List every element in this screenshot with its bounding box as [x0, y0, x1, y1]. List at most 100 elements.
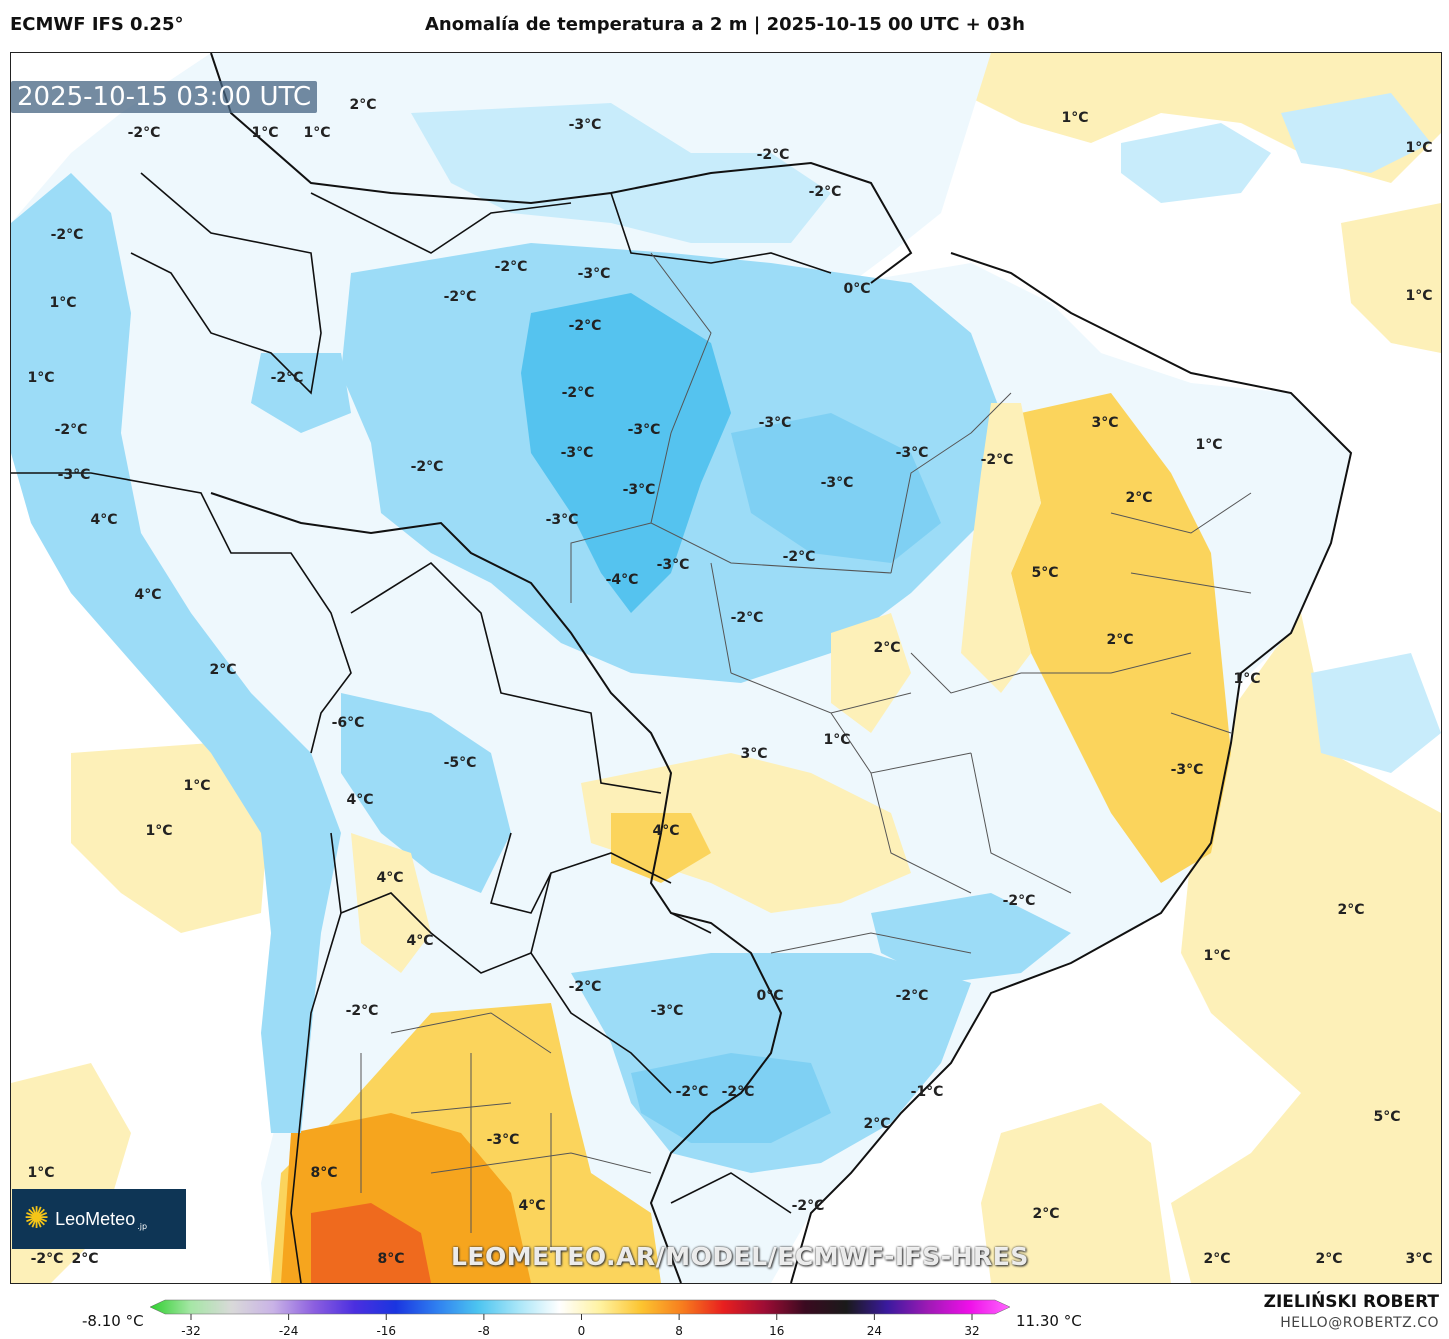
- value-label: 1°C: [823, 732, 851, 748]
- value-label: 1°C: [145, 823, 173, 839]
- logo-suffix: .jp: [137, 1222, 148, 1231]
- value-label: -3°C: [820, 475, 854, 491]
- chart-title: Anomalía de temperatura a 2 m | 2025-10-…: [425, 14, 1025, 35]
- warm-bolivia-south: [351, 833, 431, 973]
- value-label: 1°C: [1233, 671, 1261, 687]
- value-label: 2°C: [349, 97, 377, 113]
- value-label: -2°C: [270, 370, 304, 386]
- value-label: -2°C: [54, 422, 88, 438]
- value-label: -2°C: [561, 385, 595, 401]
- value-label: 1°C: [303, 125, 331, 141]
- value-label: -2°C: [980, 452, 1014, 468]
- value-label: 1°C: [27, 370, 55, 386]
- warm-patch-atlantic-east: [1171, 613, 1441, 1283]
- value-label: -5°C: [443, 755, 477, 771]
- argentina-north-border: [340, 892, 532, 974]
- warm-northeast-light: [961, 403, 1041, 693]
- value-label: -2°C: [782, 549, 816, 565]
- argentina-chile-border: [290, 832, 342, 1283]
- value-label: 2°C: [1106, 632, 1134, 648]
- value-label: 2°C: [1337, 902, 1365, 918]
- cold-amazon-strong-2: [731, 413, 941, 563]
- cold-north: [411, 103, 831, 243]
- cold-bolivia: [341, 693, 511, 893]
- model-name: ECMWF IFS 0.25°: [10, 14, 184, 35]
- value-label: 4°C: [406, 933, 434, 949]
- value-label: -3°C: [577, 266, 611, 282]
- value-label: 1°C: [183, 778, 211, 794]
- colorbar-gradient: [149, 1299, 1011, 1315]
- value-label: -3°C: [656, 557, 690, 573]
- value-label: -3°C: [622, 482, 656, 498]
- colorbar-scale: [149, 1299, 1011, 1320]
- province-lines: [360, 1012, 652, 1253]
- value-label: -6°C: [331, 715, 365, 731]
- value-label: -2°C: [568, 979, 602, 995]
- bolivia-border: [350, 561, 672, 914]
- value-label: -2°C: [721, 1084, 755, 1100]
- value-label: -2°C: [895, 988, 929, 1004]
- colorbar-max-label: 11.30 °C: [1016, 1312, 1082, 1330]
- warm-patch-atlantic-south: [981, 1103, 1171, 1283]
- value-label: 3°C: [1091, 415, 1119, 431]
- colorbar-tick-label: 16: [769, 1324, 785, 1338]
- land-anomaly-layer: [11, 53, 1351, 1283]
- colorbar-tick-label: 8: [675, 1324, 683, 1338]
- uruguay-border: [670, 1172, 792, 1214]
- valid-time-badge: 2025-10-15 03:00 UTC: [11, 81, 318, 113]
- value-label: -3°C: [627, 422, 661, 438]
- value-label: 2°C: [71, 1251, 99, 1267]
- colorbar-min-label: -8.10 °C: [82, 1312, 144, 1330]
- value-label: -3°C: [568, 117, 602, 133]
- value-label: 5°C: [1031, 565, 1059, 581]
- value-label: -2°C: [443, 289, 477, 305]
- value-label: 4°C: [652, 823, 680, 839]
- colorbar-tick-label: 0: [577, 1324, 586, 1338]
- value-label: -2°C: [345, 1003, 379, 1019]
- value-label: -2°C: [50, 227, 84, 243]
- cold-patch-atlantic-n2: [1281, 93, 1431, 173]
- value-label: -3°C: [560, 445, 594, 461]
- value-label: -2°C: [756, 147, 790, 163]
- value-label: 2°C: [209, 662, 237, 678]
- ocean-anomaly-layer: [11, 53, 1441, 1283]
- value-label: 3°C: [1405, 1251, 1433, 1267]
- warm-hot-core: [311, 1203, 431, 1283]
- value-label: 1°C: [1195, 437, 1223, 453]
- value-label: 4°C: [90, 512, 118, 528]
- map-panel: 2025-10-15 03:00 UTC 2°C 1°C 1°C -3°C -2…: [10, 52, 1442, 1284]
- warm-patch-atlantic-ne: [1341, 203, 1441, 353]
- anomaly-map: [11, 53, 1441, 1283]
- value-label: -2°C: [494, 259, 528, 275]
- value-label: -2°C: [30, 1251, 64, 1267]
- value-label: -2°C: [791, 1198, 825, 1214]
- colorbar: -8.10 °C -32 -24 -16 -8 0 8 16 24 32 11.30 °C: [0, 1290, 1449, 1339]
- value-label: -2°C: [127, 125, 161, 141]
- colorbar-tick-label: -8: [477, 1324, 490, 1338]
- watermark-url: LEOMETEO.AR/MODEL/ECMWF-IFS-HRES: [451, 1242, 1029, 1271]
- warm-central: [581, 753, 911, 913]
- borders-layer: [11, 53, 1353, 1283]
- value-label: 0°C: [843, 281, 871, 297]
- value-label: 2°C: [1125, 490, 1153, 506]
- author-email: HELLO@ROBERTZ.CO: [1280, 1315, 1439, 1331]
- value-label: 4°C: [376, 870, 404, 886]
- value-label: -2°C: [730, 610, 764, 626]
- value-label: 1°C: [1405, 140, 1433, 156]
- value-label: -3°C: [650, 1003, 684, 1019]
- value-label: -2°C: [808, 184, 842, 200]
- colorbar-tick-label: 24: [866, 1324, 883, 1338]
- warm-ne-spot: [831, 613, 911, 733]
- value-label: 0°C: [756, 988, 784, 1004]
- value-label: 8°C: [310, 1165, 338, 1181]
- value-label: 2°C: [1032, 1206, 1060, 1222]
- value-label: 1°C: [251, 125, 279, 141]
- value-label: 4°C: [134, 587, 162, 603]
- cold-southeast: [871, 893, 1071, 983]
- brazil-border: [210, 492, 783, 1283]
- colorbar-tick-label: -16: [376, 1324, 397, 1338]
- value-label: -2°C: [675, 1084, 709, 1100]
- paraguay-border: [530, 872, 712, 1094]
- value-label: 2°C: [863, 1116, 891, 1132]
- sun-icon: ✺: [24, 1201, 50, 1236]
